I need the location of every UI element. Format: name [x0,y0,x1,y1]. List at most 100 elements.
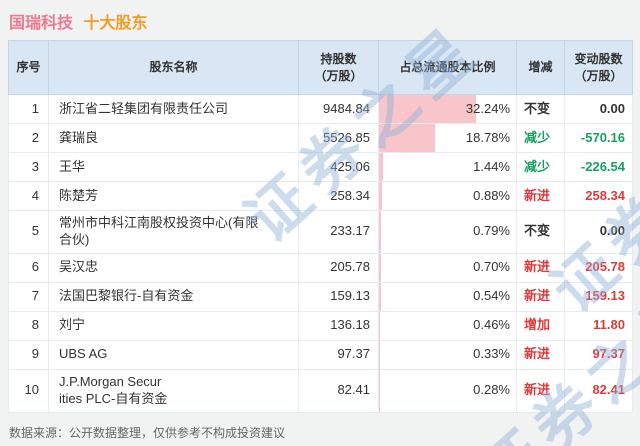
pct-value: 0.88% [473,187,510,203]
header-change-line1: 变动股数 [574,51,623,66]
pct-bar [379,124,436,152]
table-row: 7 法国巴黎银行-自有资金 159.13 0.54% 新进 159.13 [8,281,633,312]
pct-value: 0.46% [473,317,510,333]
table-row: 5 常州市中科江南股权投资中心(有限 合伙) 233.17 0.79% 不变 0… [8,210,633,254]
pct-bar [379,211,382,253]
change-shares: 159.13 [564,281,633,312]
pct-value: 32.24% [465,100,510,116]
header-pct-of-float: 占总流通股本比例 [378,40,517,95]
pct-bar [379,95,476,123]
company-name: 国瑞科技 [9,15,74,32]
pct-cell: 0.88% [378,181,517,211]
shareholders-table: 序号 股东名称 持股数 （万股） 占总流通股本比例 增减 变动股数 （万股） 1… [8,40,633,413]
change-direction: 新进 [516,368,565,413]
row-index: 6 [8,252,49,283]
table-body: 1 浙江省二轻集团有限责任公司 9484.84 32.24% 不变 0.00 2… [8,94,633,413]
shareholder-name: 浙江省二轻集团有限责任公司 [48,94,299,124]
header-shares-held: 持股数 （万股） [298,40,379,95]
row-index: 8 [8,310,49,341]
shares-held: 205.78 [298,252,379,283]
header-shares-line2: （万股） [314,68,363,83]
pct-value: 1.44% [473,158,510,174]
pct-cell: 0.33% [378,339,517,370]
shares-held: 159.13 [298,281,379,312]
pct-cell: 0.70% [378,252,517,283]
shares-held: 9484.84 [298,94,379,124]
shareholder-name: UBS AG [48,339,299,370]
change-direction: 减少 [516,152,565,182]
shares-held: 82.41 [298,368,379,413]
change-shares: -570.16 [564,123,633,153]
change-direction: 减少 [516,123,565,153]
change-direction: 新进 [516,281,565,312]
pct-value: 0.79% [473,223,510,239]
shareholder-name: 刘宁 [48,310,299,341]
pct-bar [379,182,382,210]
row-index: 3 [8,152,49,182]
pct-value: 18.78% [465,129,510,145]
shareholder-name: 龚瑞良 [48,123,299,153]
change-shares: 82.41 [564,368,633,413]
section-title: 十大股东 [83,15,148,32]
table-row: 4 陈楚芳 258.34 0.88% 新进 258.34 [8,181,633,211]
change-direction: 新进 [516,181,565,211]
shareholder-name: 常州市中科江南股权投资中心(有限 合伙) [48,210,299,254]
pct-value: 0.70% [473,259,510,275]
change-shares: -226.54 [564,152,633,182]
table-row: 10 J.P.Morgan Secur ities PLC-自有资金 82.41… [8,368,633,413]
header-change-direction: 增减 [516,40,565,95]
change-shares: 0.00 [564,94,633,124]
pct-bar [379,370,380,412]
data-source-note: 数据来源：公开数据整理，仅供参考不构成投资建议 [9,425,286,440]
change-direction: 新进 [516,252,565,283]
row-index: 7 [8,281,49,312]
pct-cell: 0.28% [378,368,517,413]
pct-cell: 32.24% [378,94,517,124]
change-direction: 不变 [516,210,565,254]
shareholder-name: J.P.Morgan Secur ities PLC-自有资金 [48,368,299,413]
row-index: 2 [8,123,49,153]
table-row: 8 刘宁 136.18 0.46% 增加 11.80 [8,310,633,341]
shareholder-name: 法国巴黎银行-自有资金 [48,281,299,312]
table-row: 2 龚瑞良 5526.85 18.78% 减少 -570.16 [8,123,633,153]
table-row: 9 UBS AG 97.37 0.33% 新进 97.37 [8,339,633,370]
change-shares: 0.00 [564,210,633,254]
pct-value: 0.33% [473,346,510,362]
row-index: 5 [8,210,49,254]
header-index: 序号 [8,40,49,95]
pct-bar [379,254,382,282]
change-shares: 205.78 [564,252,633,283]
pct-bar [379,341,380,369]
change-shares: 97.37 [564,339,633,370]
table-row: 1 浙江省二轻集团有限责任公司 9484.84 32.24% 不变 0.00 [8,94,633,124]
change-shares: 11.80 [564,310,633,341]
pct-bar [379,312,381,340]
pct-cell: 0.54% [378,281,517,312]
row-index: 10 [8,368,49,413]
pct-cell: 0.46% [378,310,517,341]
shares-held: 258.34 [298,181,379,211]
table-header: 序号 股东名称 持股数 （万股） 占总流通股本比例 增减 变动股数 （万股） [8,40,633,95]
shares-held: 136.18 [298,310,379,341]
pct-cell: 1.44% [378,152,517,182]
row-index: 1 [8,94,49,124]
header-change-line2: （万股） [574,68,623,83]
pct-cell: 18.78% [378,123,517,153]
pct-cell: 0.79% [378,210,517,254]
change-direction: 新进 [516,339,565,370]
row-index: 9 [8,339,49,370]
shareholder-name: 王华 [48,152,299,182]
shares-held: 5526.85 [298,123,379,153]
change-direction: 不变 [516,94,565,124]
shareholder-name: 吴汉忠 [48,252,299,283]
shares-held: 97.37 [298,339,379,370]
header-shareholder-name: 股东名称 [48,40,299,95]
table-row: 6 吴汉忠 205.78 0.70% 新进 205.78 [8,252,633,283]
shares-held: 233.17 [298,210,379,254]
shares-held: 425.06 [298,152,379,182]
pct-value: 0.28% [473,382,510,398]
pct-bar [379,153,384,181]
page-title: 国瑞科技 十大股东 [0,0,640,40]
table-row: 3 王华 425.06 1.44% 减少 -226.54 [8,152,633,182]
